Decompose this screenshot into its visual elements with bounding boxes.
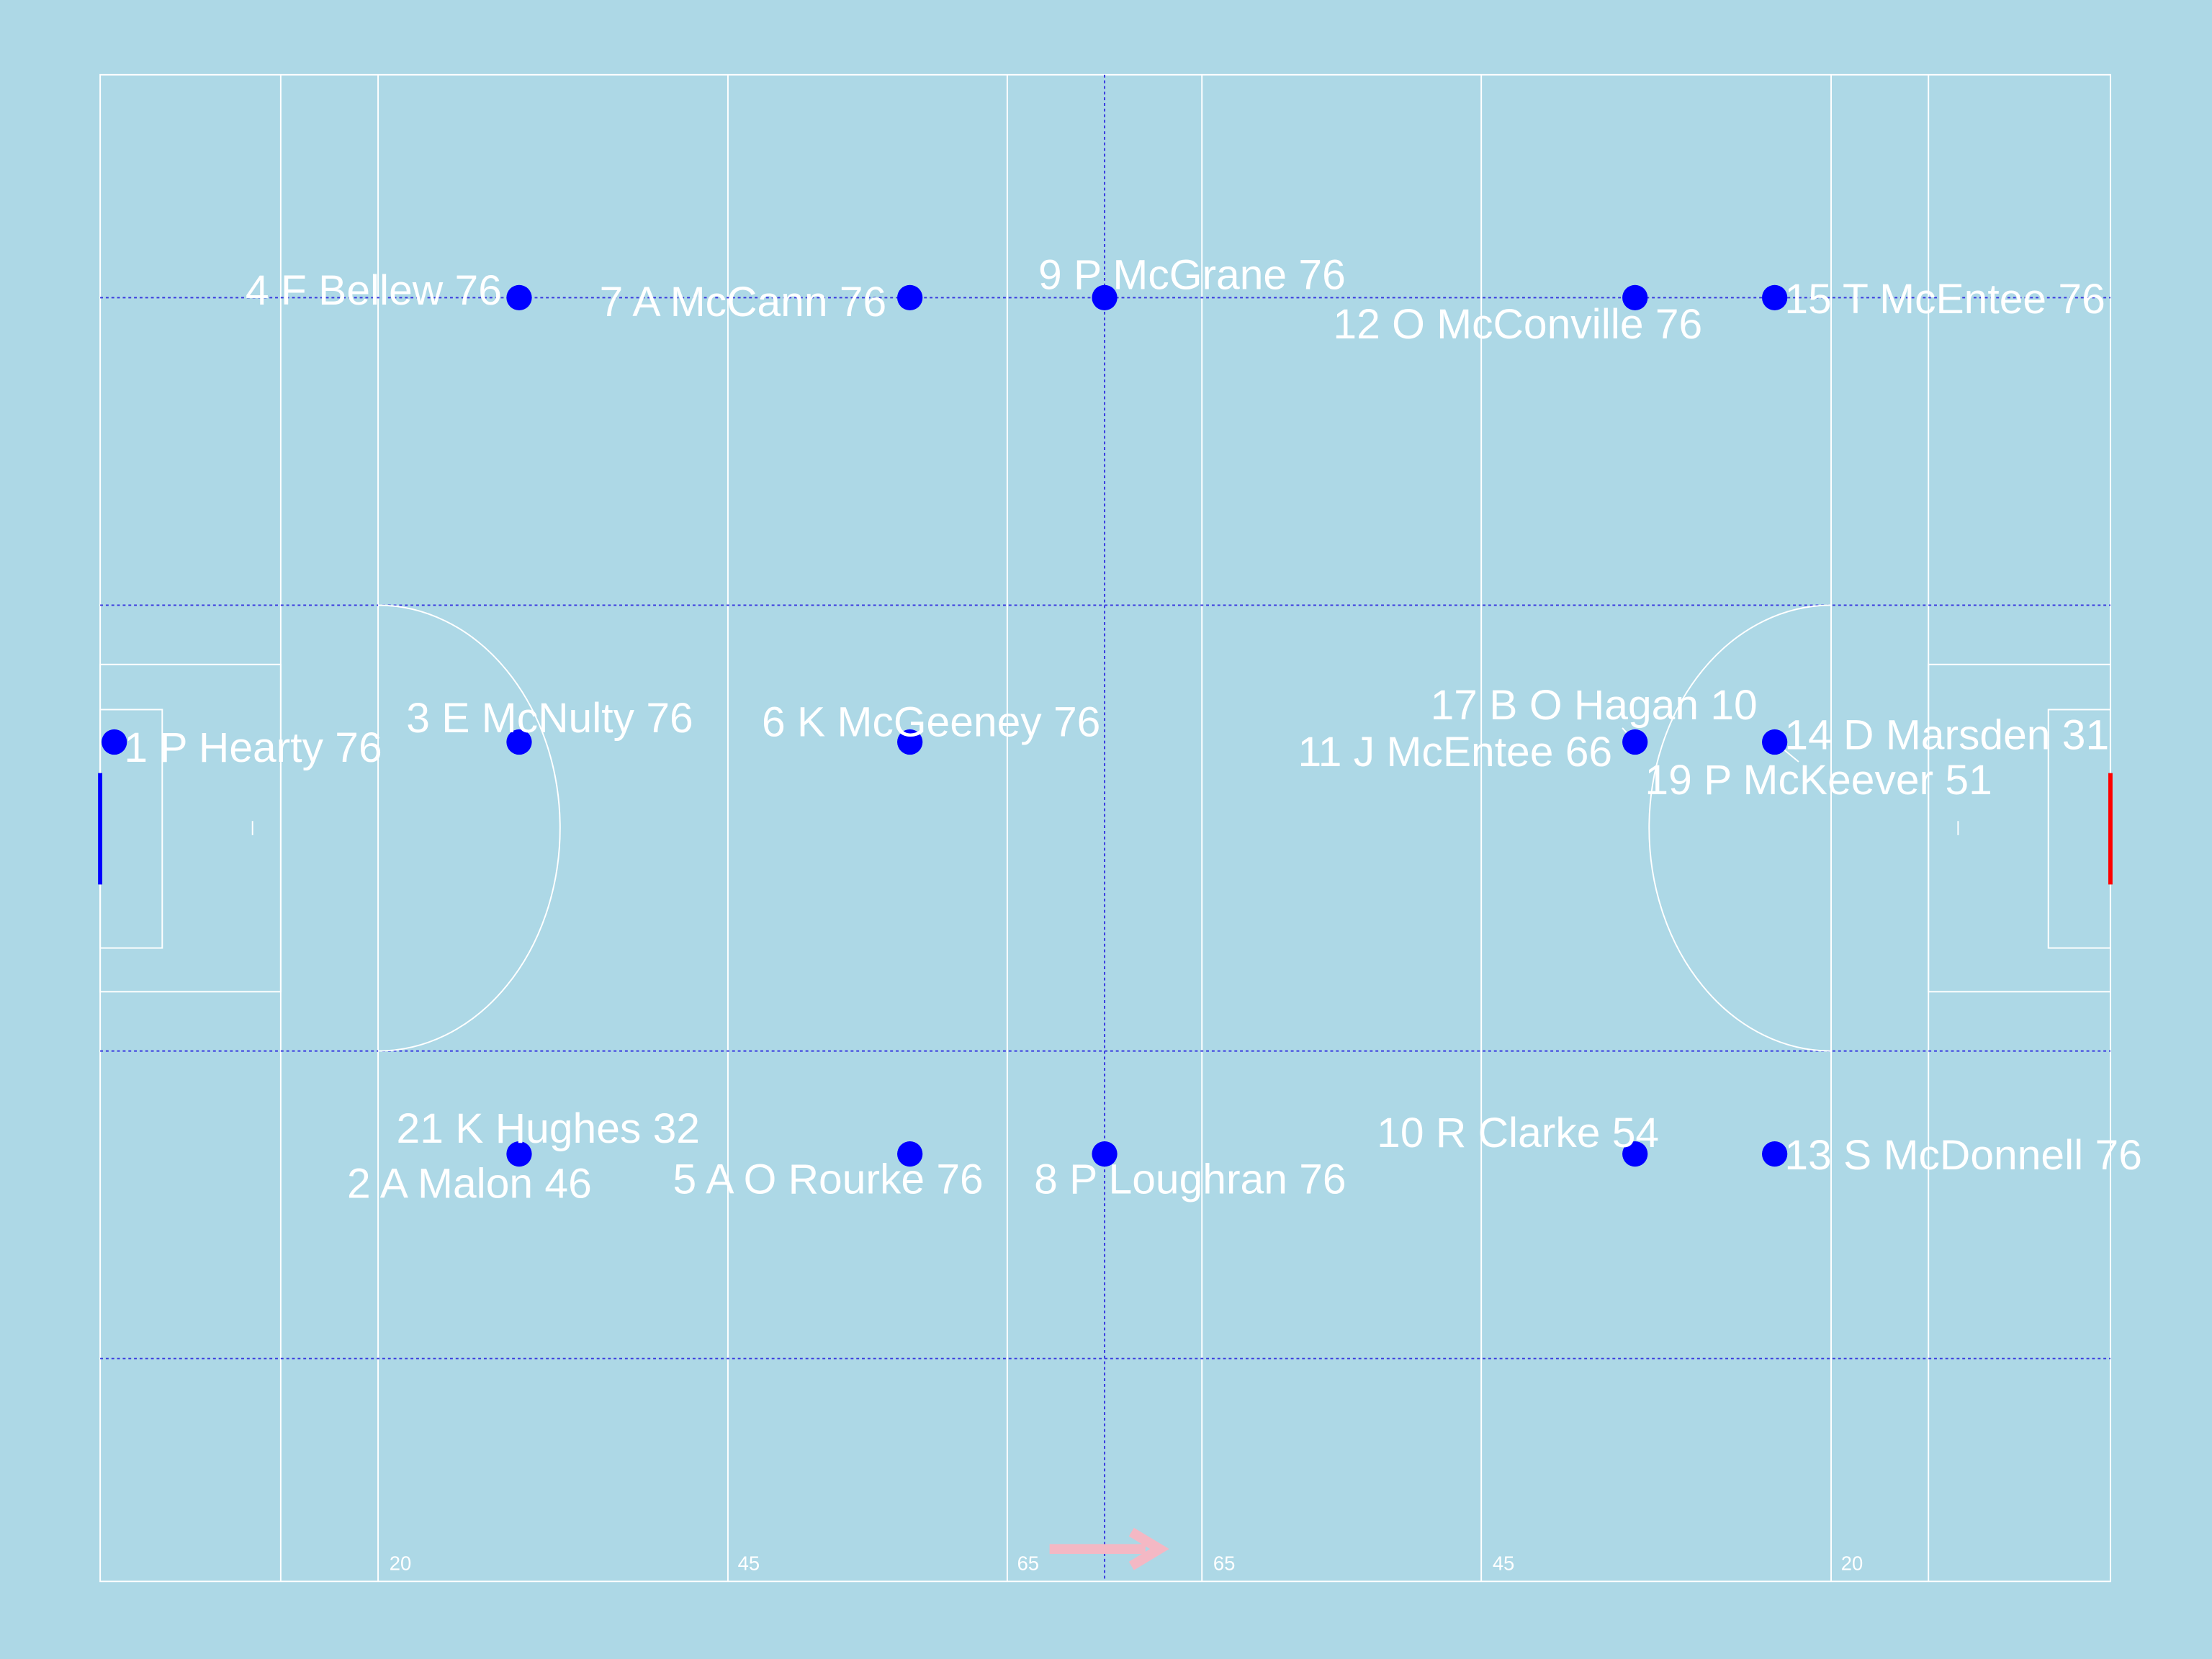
player-label: 8 P Loughran 76	[1034, 1156, 1346, 1202]
player-label: 15 T McEntee 76	[1784, 276, 2105, 323]
player-label: 17 B O Hagan 10	[1431, 682, 1758, 729]
distance-label: 65	[1213, 1552, 1235, 1575]
distance-label: 20	[1841, 1552, 1863, 1575]
pitch-lines	[98, 74, 2113, 1582]
player-dot	[1762, 1141, 1788, 1167]
player-dot	[1762, 284, 1788, 311]
player-dot	[1092, 1141, 1118, 1167]
player-dot	[1622, 729, 1648, 755]
player-label: 19 P McKeever 51	[1645, 757, 1992, 804]
player-label: 12 O McConville 76	[1333, 301, 1702, 348]
player-dot	[897, 1141, 923, 1167]
player-dot	[506, 284, 532, 311]
player-label: 7 A McCann 76	[600, 279, 887, 325]
distance-label: 65	[1017, 1552, 1039, 1575]
distance-label: 20	[390, 1552, 411, 1575]
player-label: 4 F Bellew 76	[246, 267, 502, 314]
player-dot	[1622, 284, 1648, 311]
player-dot	[897, 284, 923, 311]
player-dot	[1092, 284, 1118, 311]
player-dot	[102, 729, 127, 755]
player-label: 1 P Hearty 76	[124, 724, 382, 771]
player-label: 21 K Hughes 32	[397, 1105, 700, 1152]
player-label: 9 P McGrane 76	[1038, 252, 1346, 299]
player-dot	[506, 1141, 532, 1167]
player-label: 11 J McEntee 66	[1298, 729, 1612, 775]
player-label: 6 K McGeeney 76	[762, 699, 1100, 746]
player-dot	[897, 729, 923, 755]
player-dot	[1762, 729, 1788, 755]
player-label: 2 A Malon 46	[347, 1160, 592, 1207]
player-dot	[1622, 1141, 1648, 1167]
distance-label: 45	[738, 1552, 760, 1575]
player-label: 14 D Marsden 31	[1784, 711, 2109, 758]
player-label: 5 A O Rourke 76	[673, 1156, 984, 1202]
distance-label: 45	[1493, 1552, 1514, 1575]
player-dot	[506, 729, 532, 755]
player-label: 3 E McNulty 76	[406, 695, 693, 742]
player-label: 10 R Clarke 54	[1377, 1110, 1659, 1156]
player-label: 13 S McDonnell 76	[1784, 1132, 2142, 1179]
